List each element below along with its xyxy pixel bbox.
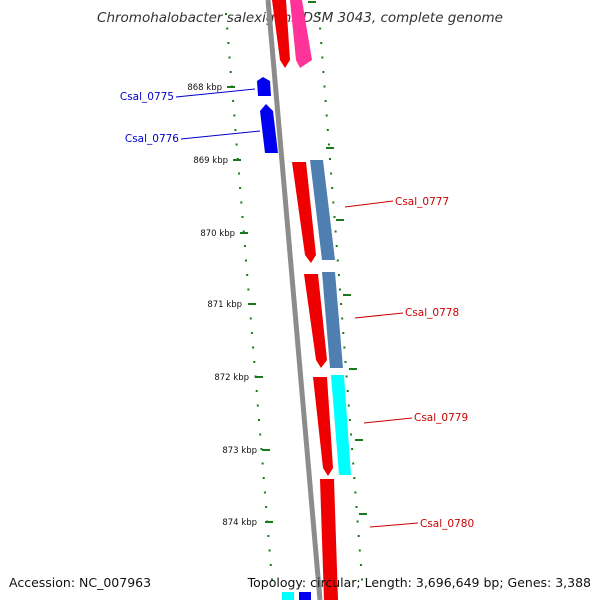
kbp-label: 869 kbp	[193, 156, 228, 166]
feature-cyan-1	[331, 375, 351, 475]
minor-ticks-inner	[225, 13, 273, 581]
feature-red-top	[272, 0, 290, 68]
cds-csal-0780	[320, 479, 338, 600]
kbp-label: 873 kbp	[222, 446, 257, 456]
kbp-label: 872 kbp	[214, 373, 249, 383]
feature-pink-top	[290, 0, 312, 68]
cds-csal-0775	[257, 77, 271, 96]
leader-csal-0776	[180, 130, 261, 140]
feature-steelblue-2	[322, 272, 343, 368]
leader-csal-0778	[354, 312, 404, 319]
feature-blue-bottom	[299, 592, 311, 600]
kbp-label: 871 kbp	[207, 300, 242, 310]
feature-steelblue-1	[310, 160, 335, 260]
genome-backbone	[265, 0, 323, 600]
gene-label-csal-0779[interactable]: Csal_0779	[414, 412, 468, 424]
minor-ticks-outer	[318, 13, 363, 581]
cds-csal-0776	[260, 104, 278, 153]
scale-ticks: 868 kbp 869 kbp 870 kbp 871 kbp 872 kbp …	[187, 83, 273, 528]
gene-label-csal-0780[interactable]: Csal_0780	[420, 518, 474, 530]
leader-csal-0779	[363, 417, 413, 424]
gene-label-csal-0776[interactable]: Csal_0776	[125, 133, 179, 145]
leader-csal-0780	[369, 522, 419, 528]
cds-csal-0777	[292, 162, 316, 263]
outer-major-ticks	[308, 1, 367, 515]
accession-text: Accession: NC_007963	[9, 575, 152, 590]
gene-label-csal-0778[interactable]: Csal_0778	[405, 307, 459, 319]
gene-label-csal-0775[interactable]: Csal_0775	[120, 91, 174, 103]
topology-text: Topology: circular; Length: 3,696,649 bp…	[247, 575, 591, 590]
kbp-label: 874 kbp	[222, 518, 257, 528]
feature-cyan-bottom	[282, 592, 294, 600]
leader-csal-0775	[175, 88, 256, 98]
cds-csal-0778	[304, 274, 327, 368]
leader-csal-0777	[344, 200, 394, 208]
gene-label-csal-0777[interactable]: Csal_0777	[395, 196, 449, 208]
kbp-label: 868 kbp	[187, 83, 222, 93]
kbp-label: 870 kbp	[200, 229, 235, 239]
cds-csal-0779	[313, 377, 333, 476]
